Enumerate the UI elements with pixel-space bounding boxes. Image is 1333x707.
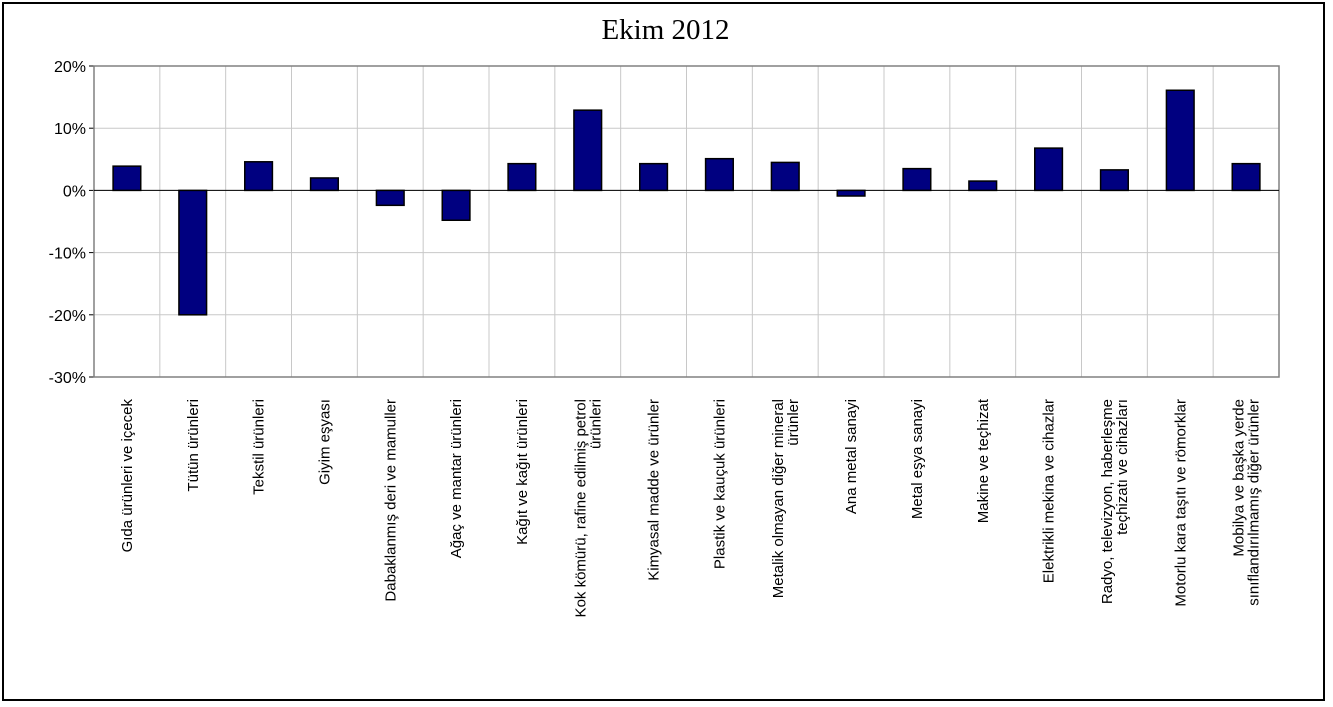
category-label: Tekstil ürünleri (251, 399, 268, 495)
y-tick-label: -30% (49, 370, 86, 387)
category-label: sınıflandırılmamış diğer ürünler (1246, 399, 1263, 606)
category-label: Mobilya ve başka yerde (1231, 399, 1248, 557)
y-tick-label: 20% (54, 59, 86, 76)
category-label: Motorlu kara taşıtı ve römorklar (1172, 399, 1189, 607)
category-label: Ağaç ve mantar ürünleri (448, 399, 465, 558)
category-label: Ana metal sanayi (843, 399, 860, 514)
bar (507, 162, 537, 192)
bar (1165, 89, 1195, 192)
y-tick-label: 10% (54, 121, 86, 138)
bar (902, 167, 932, 192)
axis-layer (89, 65, 1280, 378)
category-label: Kok kömürü, rafine edilmiş petrol (572, 399, 589, 617)
bar (1099, 169, 1129, 192)
bar (178, 189, 208, 316)
bar (375, 189, 405, 207)
bar (836, 189, 866, 197)
bar (770, 161, 800, 192)
category-label: Elektrikli mekina ve cihazlar (1041, 399, 1058, 583)
category-label: teçhizatı ve cihazları (1114, 399, 1131, 535)
category-label: Gıda ürünleri ve içecek (119, 399, 136, 553)
category-label: Plastik ve kauçuk ürünleri (711, 399, 728, 569)
chart-canvas: 20% 10% 0% -10% -20% -30% Gıda ürünleri ve içe… (49, 59, 1280, 617)
y-tick-label: -10% (49, 246, 86, 263)
bar (1034, 147, 1064, 192)
y-tick-label: -20% (49, 308, 86, 325)
bar (704, 157, 734, 192)
category-label: Dabaklanmış deri ve mamuller (382, 399, 399, 602)
category-label: Metalik olmayan diğer mineral (770, 399, 787, 598)
category-label: Kağıt ve kağıt ürünleri (514, 399, 531, 545)
category-label: Giyim eşyası (316, 399, 333, 485)
bar (244, 161, 274, 192)
bar (968, 180, 998, 192)
category-label: ürünler (785, 399, 802, 446)
category-label: ürünleri (587, 399, 604, 449)
labels-layer: 20% 10% 0% -10% -20% -30% Gıda ürünleri ve içe… (49, 59, 1263, 617)
category-label: Makine ve teçhizat (975, 398, 992, 523)
bar (112, 165, 142, 192)
category-label: Kimyasal madde ve ürünler (646, 399, 663, 581)
plot-area-border (93, 65, 1280, 378)
chart-title: Ekim 2012 (601, 14, 730, 46)
bar (1231, 162, 1261, 192)
bar (573, 109, 603, 192)
y-tick-label: 0% (63, 183, 86, 200)
grid-layer (94, 65, 1279, 378)
category-label: Metal eşya sanayi (909, 399, 926, 519)
category-label: Tütün ürünleri (185, 399, 202, 492)
bar (441, 189, 471, 222)
category-label: Radyo, televizyon, haberleşme (1099, 399, 1116, 604)
bar (639, 162, 669, 192)
bar (309, 177, 339, 192)
